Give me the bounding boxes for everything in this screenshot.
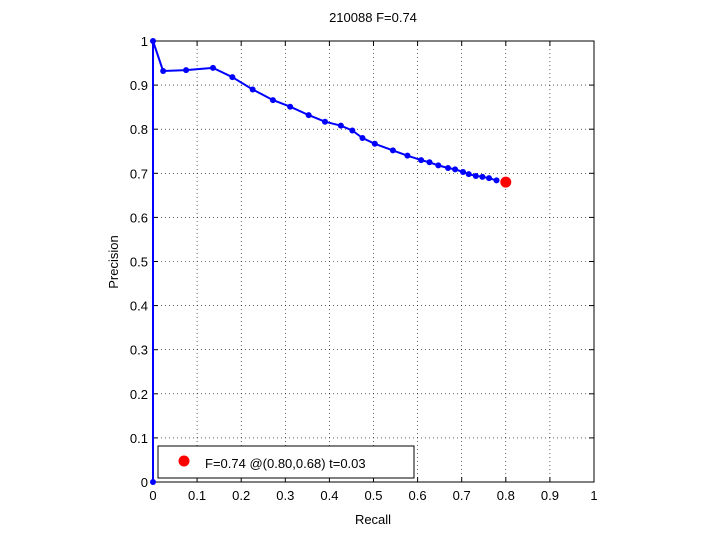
pr-curve-point [435,162,442,169]
pr-curve-point [472,172,479,179]
legend-box [157,445,415,479]
x-tick-label: 1 [590,488,597,503]
y-tick-label: 0.9 [130,78,148,93]
pr-curve-point [445,165,452,172]
pr-curve-point [183,67,190,74]
x-tick-label: 0.7 [453,488,471,503]
y-axis-label: Precision [106,235,121,288]
pr-curve-point [426,159,433,166]
x-tick-label: 0.2 [232,488,250,503]
y-tick-label: 0.8 [130,122,148,137]
pr-curve-point [371,140,378,147]
pr-curve-point [389,147,396,154]
y-tick-label: 0.3 [130,343,148,358]
x-tick-label: 0.4 [320,488,338,503]
legend-label: F=0.74 @(0.80,0.68) t=0.03 [205,456,366,471]
y-tick-label: 0.1 [130,431,148,446]
pr-curve-point [418,157,425,164]
x-tick-label: 0.9 [541,488,559,503]
x-tick-labels: 0 0.1 0.2 0.3 0.4 0.5 0.6 0.7 0.8 0.9 1 [149,488,597,503]
pr-curve-point [160,67,167,74]
best-f-point [500,176,512,188]
legend-marker [178,455,190,467]
x-tick-label: 0.8 [497,488,515,503]
y-tick-label: 0.5 [130,255,148,270]
x-tick-label: 0 [149,488,156,503]
pr-curve-point [209,64,216,71]
y-tick-label: 1 [141,34,148,49]
y-tick-labels: 0 0.1 0.2 0.3 0.4 0.5 0.6 0.7 0.8 0.9 1 [130,34,148,490]
pr-curve-point [359,135,366,142]
pr-curve-point [287,103,294,110]
pr-curve-point [305,112,312,119]
pr-curve-point [460,168,467,175]
pr-curve-point [486,175,493,182]
pr-curve-point [269,97,276,104]
pr-curve-point [404,152,411,159]
y-tick-label: 0.4 [130,299,148,314]
legend: F=0.74 @(0.80,0.68) t=0.03 [157,445,415,479]
y-tick-label: 0.7 [130,166,148,181]
x-tick-label: 0.3 [276,488,294,503]
pr-curve-point [479,173,486,180]
pr-curve-point [229,74,236,81]
pr-curve-point [349,127,356,134]
pr-curve-point [465,171,472,178]
pr-curve-point [150,479,156,485]
x-axis-label: Recall [355,512,391,527]
chart-title: 210088 F=0.74 [329,10,417,25]
pr-curve-line [152,40,497,482]
series-layer [150,38,512,485]
pr-curve-point [249,86,256,93]
y-tick-label: 0 [141,475,148,490]
pr-curve-point [321,118,328,125]
y-tick-label: 0.2 [130,387,148,402]
y-tick-label: 0.6 [130,210,148,225]
pr-curve-point [493,177,500,184]
grid-lines [153,41,594,482]
x-tick-label: 0.1 [188,488,206,503]
pr-curve-point [337,122,344,129]
x-tick-label: 0.6 [409,488,427,503]
pr-curve-point [452,166,459,173]
x-tick-label: 0.5 [364,488,382,503]
pr-curve-point [150,38,156,44]
